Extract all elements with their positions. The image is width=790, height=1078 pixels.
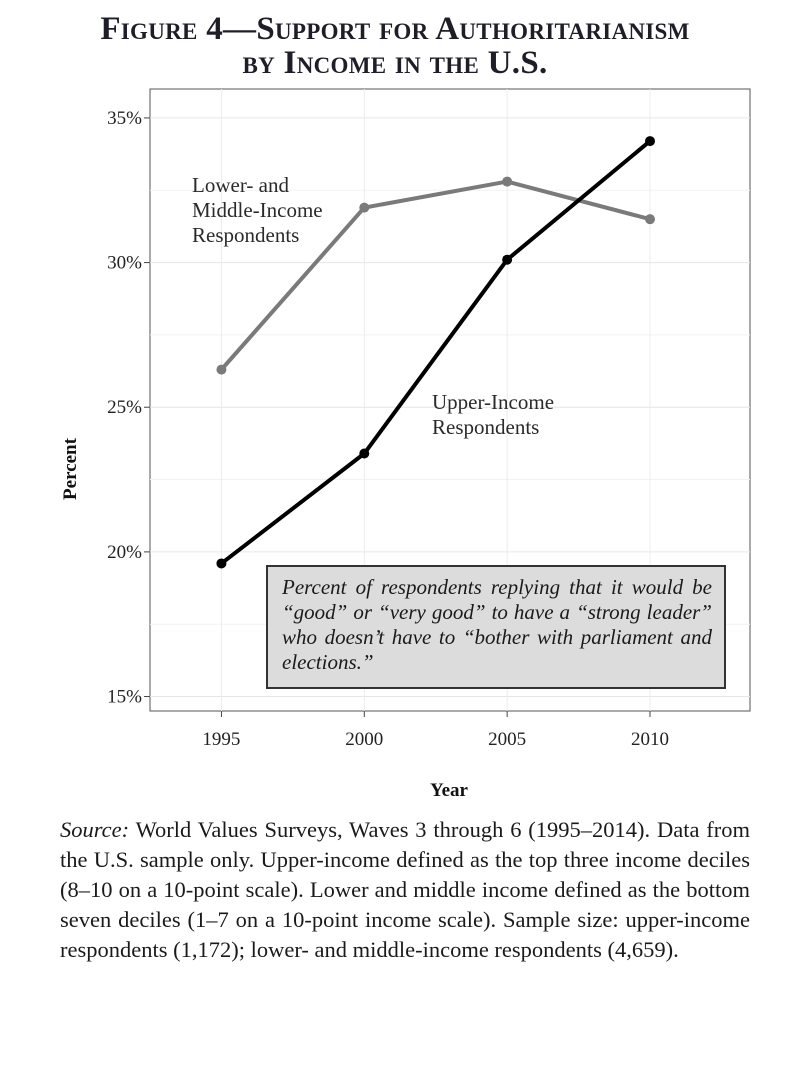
data-point-0 — [359, 202, 370, 213]
x-axis-ticks: 1995 2000 2005 2010 — [202, 711, 669, 750]
figure-title-line-2: by Income in the U.S. — [242, 45, 548, 81]
series-line-1 — [219, 139, 652, 566]
figure-title: Figure 4—Support for Authoritarianism by… — [0, 12, 790, 80]
series-label-upper-line-1: Upper-Income — [432, 390, 554, 414]
data-point-1 — [645, 136, 655, 147]
figure-title-line-1: Figure 4—Support for Authoritarianism — [100, 11, 690, 47]
data-point-1 — [216, 558, 227, 569]
x-tick-label: 2000 — [345, 729, 383, 750]
series-label-lower-middle-line-1: Lower- and — [192, 173, 289, 197]
data-point-0 — [216, 364, 227, 375]
x-tick-label: 2005 — [488, 729, 526, 750]
series-label-lower-middle: Lower- and Middle-Income Respondents — [192, 173, 328, 247]
data-point-1 — [359, 448, 370, 459]
y-tick-label: 25% — [107, 397, 142, 418]
series-lines — [216, 136, 655, 569]
x-tick-label: 1995 — [202, 729, 240, 750]
y-axis-label: Percent — [60, 437, 81, 500]
line-chart: 15% 20% 25% 30% 35% 1995 2000 2005 2010 Lower- … — [60, 88, 751, 801]
source-lead: Source: — [60, 817, 130, 842]
data-point-1 — [502, 254, 513, 265]
data-point-0 — [645, 214, 655, 225]
annotation-box: Percent of respondents replying that it … — [266, 565, 726, 689]
x-tick-label: 2010 — [631, 729, 669, 750]
y-tick-label: 15% — [107, 687, 142, 708]
source-text: World Values Surveys, Waves 3 through 6 … — [60, 817, 751, 962]
y-axis-ticks: 15% 20% 25% 30% 35% — [107, 108, 150, 708]
y-tick-label: 20% — [107, 542, 142, 563]
series-label-lower-middle-line-2: Middle-Income — [192, 198, 323, 222]
source-note: Source: World Values Surveys, Waves 3 th… — [60, 815, 750, 965]
y-tick-label: 35% — [107, 108, 142, 129]
y-tick-label: 30% — [107, 253, 142, 274]
series-label-lower-middle-line-3: Respondents — [192, 223, 299, 247]
series-label-upper-line-2: Respondents — [432, 415, 539, 439]
data-point-0 — [502, 176, 513, 187]
x-axis-label: Year — [430, 780, 469, 801]
series-label-upper: Upper-Income Respondents — [432, 390, 559, 439]
